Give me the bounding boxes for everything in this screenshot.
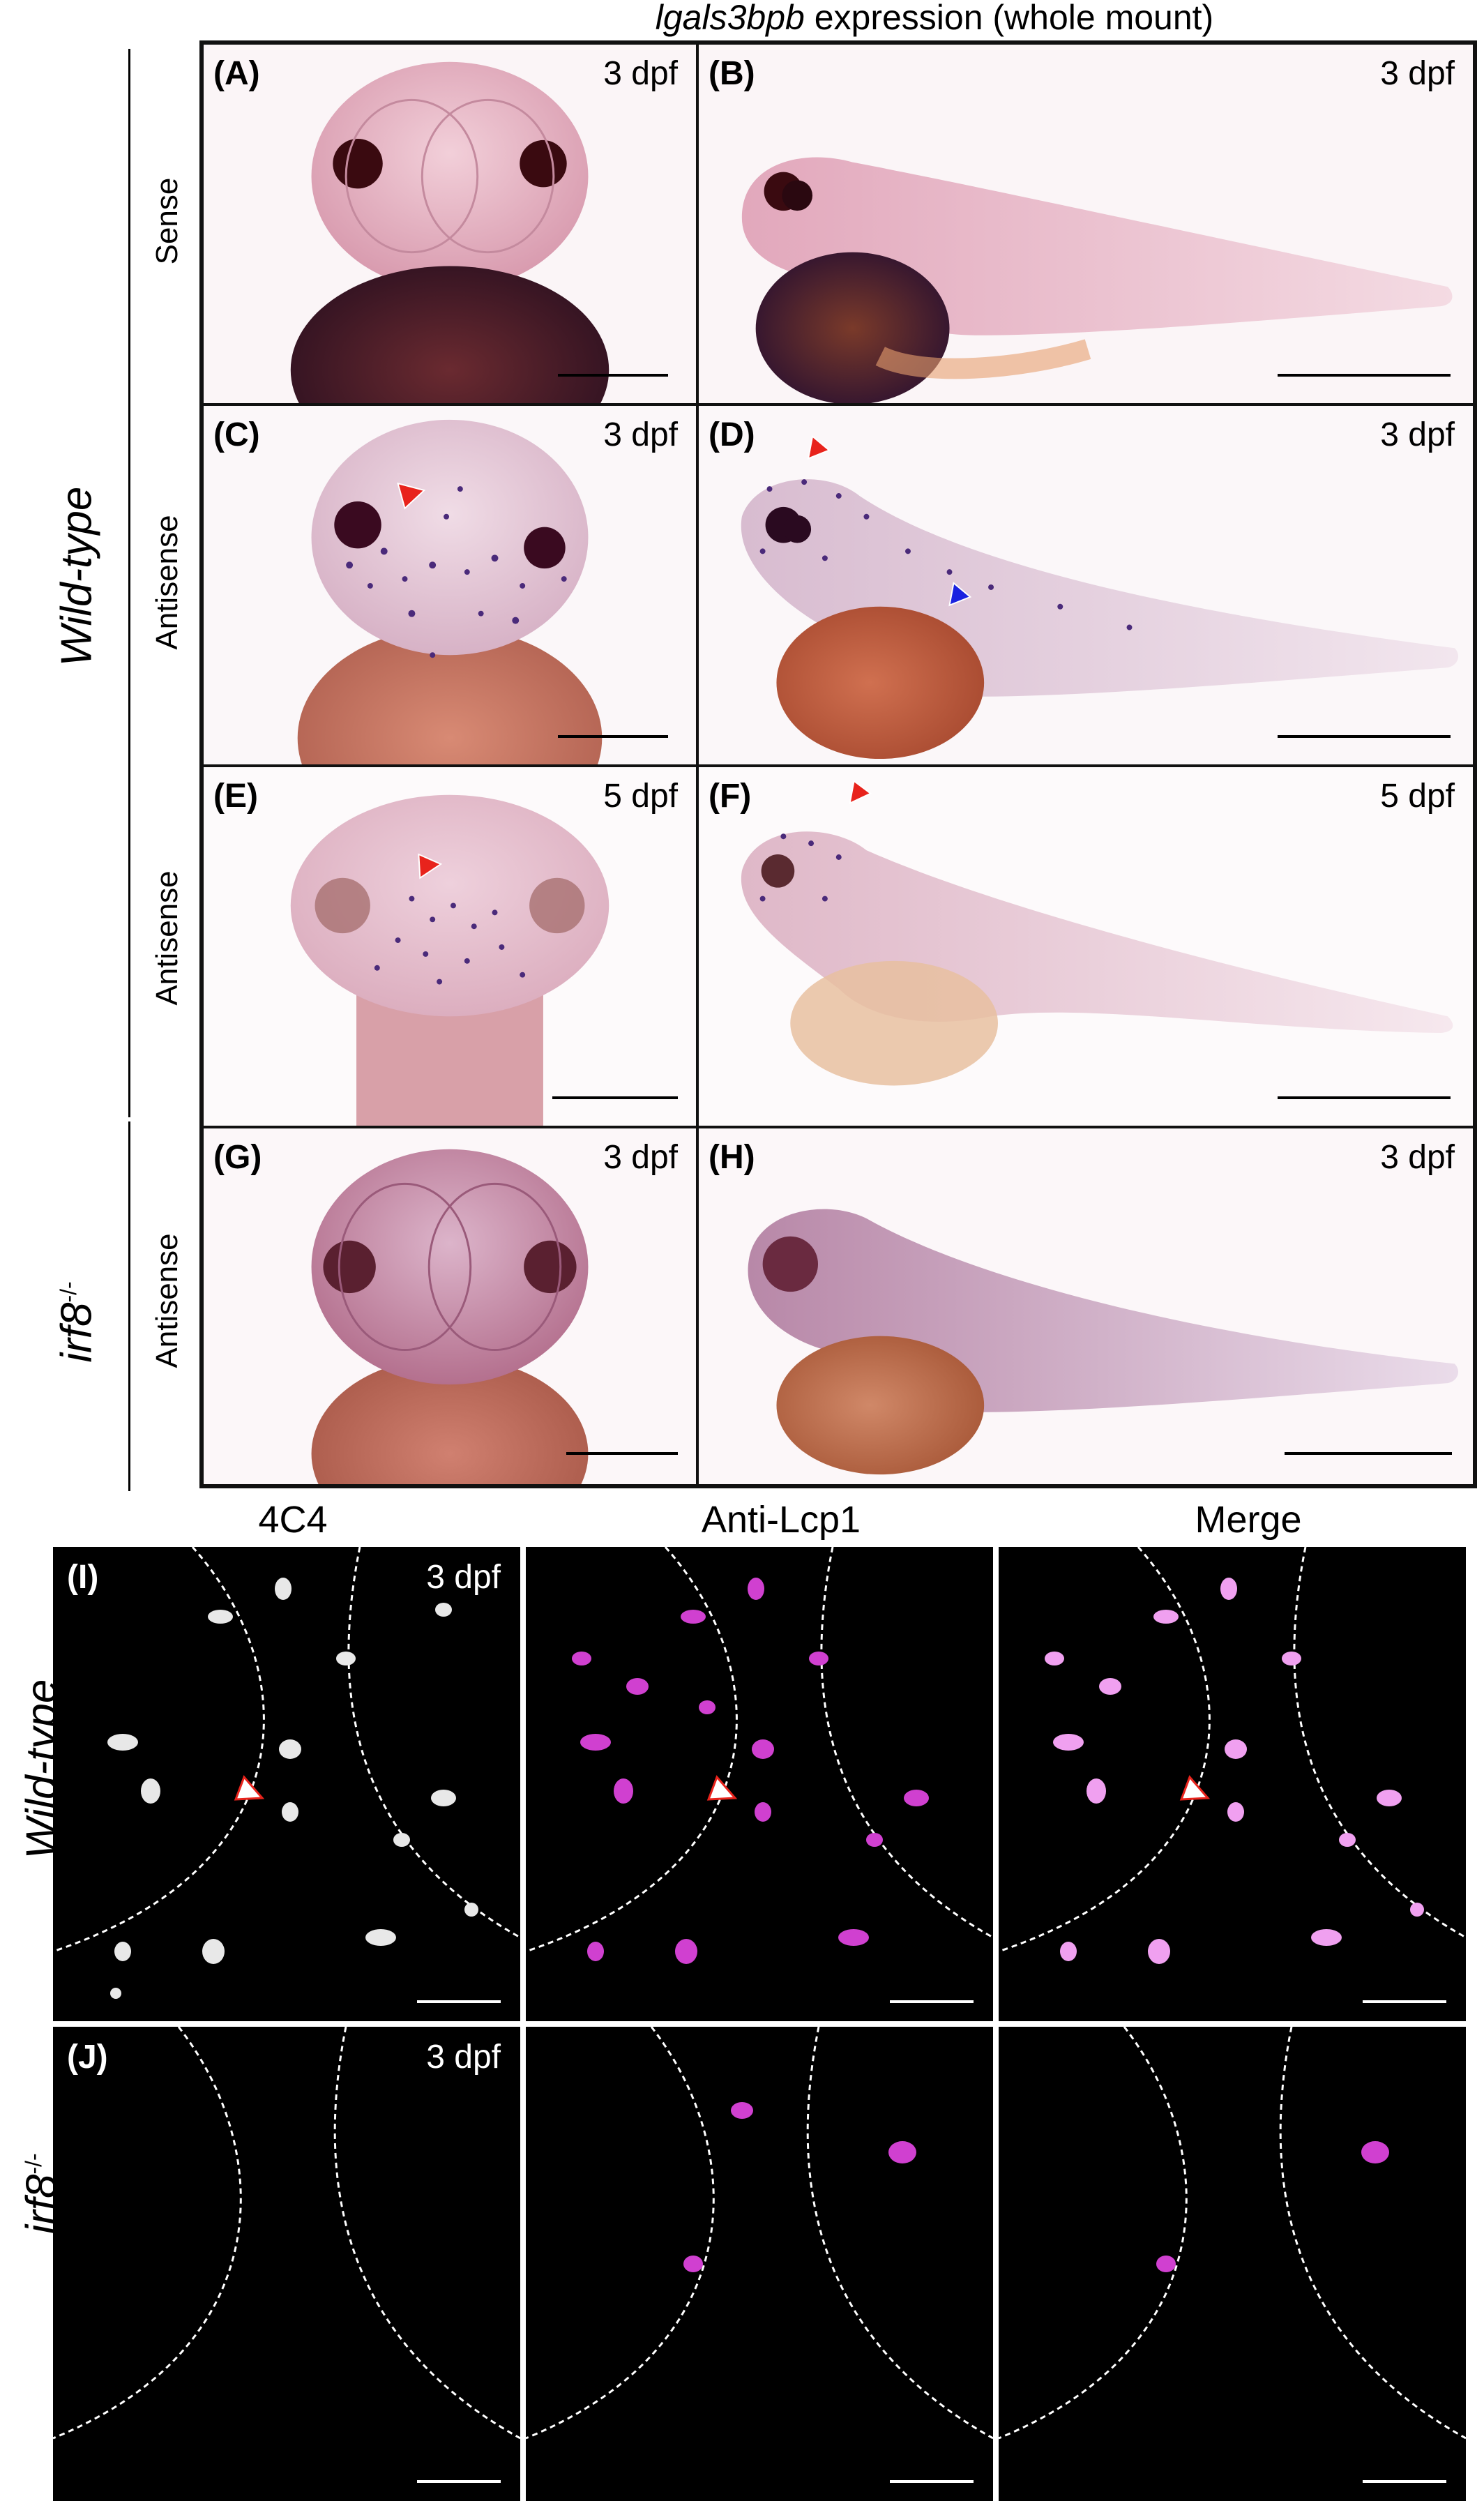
- stage-label-e: 5 dpf: [603, 778, 678, 815]
- embryo-image-e: [290, 794, 610, 1126]
- stage-label-c: 3 dpf: [603, 416, 678, 453]
- group-label-wildtype: Wild-type: [52, 486, 101, 667]
- panel-label-f: (F): [709, 778, 752, 815]
- fluor-irf8-superscript: -/-: [20, 2153, 46, 2175]
- whole-mount-grid: (A) 3 dpf (B) 3 dpf: [199, 40, 1477, 1488]
- stage-label-h: 3 dpf: [1380, 1139, 1455, 1176]
- panel-i-merge: [999, 1547, 1466, 2021]
- stage-label-a: 3 dpf: [603, 55, 678, 92]
- group-label-irf8: irf8-/-: [52, 1246, 102, 1399]
- panel-i-lcp1: [526, 1547, 993, 2021]
- panel-label-a: (A): [213, 55, 260, 92]
- panel-g: (G) 3 dpf: [202, 1127, 697, 1486]
- panel-label-d: (D): [709, 416, 755, 453]
- panel-c: (C) 3 dpf: [202, 405, 697, 766]
- scale-bar-b: [1278, 374, 1451, 377]
- embryo-image-b: [741, 157, 1453, 403]
- scale-bar-e: [552, 1096, 678, 1099]
- embryo-image-a: [290, 61, 610, 403]
- row-label-antisense-3: Antisense: [150, 1233, 184, 1368]
- irf8-text: irf8: [52, 1302, 101, 1363]
- panel-f: (F) 5 dpf: [697, 766, 1474, 1127]
- embryo-image-c: [297, 419, 603, 764]
- stage-label-i: 3 dpf: [426, 1559, 501, 1596]
- panel-label-i: (I): [67, 1559, 99, 1596]
- stage-label-f: 5 dpf: [1380, 778, 1455, 815]
- scale-bar-i-4c4: [417, 2000, 501, 2003]
- stage-label-b: 3 dpf: [1380, 55, 1455, 92]
- fluor-image-i-merge: [999, 1547, 1466, 1964]
- fluor-image-j-lcp1: [526, 2027, 993, 2440]
- scale-bar-i-lcp1: [890, 2000, 974, 2003]
- panel-label-e: (E): [213, 778, 258, 815]
- panel-a: (A) 3 dpf: [202, 43, 697, 405]
- scale-bar-j-lcp1: [890, 2480, 974, 2483]
- scale-bar-f: [1278, 1096, 1451, 1099]
- fluor-image-i-lcp1: [526, 1547, 993, 1964]
- column-header-anti-lcp1: Anti-Lcp1: [701, 1499, 861, 1541]
- embryo-image-g: [311, 1149, 589, 1484]
- stage-label-d: 3 dpf: [1380, 416, 1455, 453]
- panel-j-4c4: (J) 3 dpf: [53, 2027, 520, 2501]
- panel-d: (D) 3 dpf: [697, 405, 1474, 766]
- embryo-image-f: [741, 780, 1453, 1086]
- title-rest: expression (whole mount): [804, 0, 1214, 37]
- fluor-image-j-4c4: [53, 2027, 520, 2440]
- panel-h: (H) 3 dpf: [697, 1127, 1474, 1486]
- panel-label-h: (H): [709, 1139, 755, 1176]
- scale-bar-j-merge: [1363, 2480, 1446, 2483]
- panel-label-b: (B): [709, 55, 755, 92]
- scale-bar-g: [566, 1452, 678, 1455]
- scale-bar-j-4c4: [417, 2480, 501, 2483]
- panel-j-merge: [999, 2027, 1466, 2501]
- fluor-image-j-merge: [999, 2027, 1466, 2440]
- figure-title: lgals3bpb expression (whole mount): [516, 0, 1353, 38]
- panel-label-c: (C): [213, 416, 260, 453]
- embryo-image-h: [748, 1209, 1459, 1475]
- irf8-group-line: [128, 1121, 130, 1491]
- irf8-superscript: -/-: [55, 1281, 81, 1303]
- panel-j-lcp1: [526, 2027, 993, 2501]
- scale-bar-h: [1285, 1452, 1452, 1455]
- panel-i-4c4: (I) 3 dpf: [53, 1547, 520, 2021]
- panel-e: (E) 5 dpf: [202, 766, 697, 1127]
- wildtype-group-line: [128, 49, 130, 1117]
- embryo-image-d: [741, 435, 1459, 760]
- fluor-image-i-4c4: [53, 1547, 520, 1999]
- column-header-merge: Merge: [1195, 1499, 1302, 1541]
- panel-label-g: (G): [213, 1139, 262, 1176]
- row-label-antisense-2: Antisense: [150, 870, 184, 1006]
- scale-bar-c: [558, 735, 668, 738]
- stage-label-j: 3 dpf: [426, 2039, 501, 2076]
- row-label-antisense-1: Antisense: [150, 515, 184, 650]
- scale-bar-d: [1278, 735, 1451, 738]
- stage-label-g: 3 dpf: [603, 1139, 678, 1176]
- panel-b: (B) 3 dpf: [697, 43, 1474, 405]
- gene-name: lgals3bpb: [655, 0, 805, 37]
- scale-bar-i-merge: [1363, 2000, 1446, 2003]
- column-header-4c4: 4C4: [258, 1499, 328, 1541]
- scale-bar-a: [558, 374, 668, 377]
- panel-label-j: (J): [67, 2039, 108, 2076]
- row-label-sense: Sense: [150, 177, 184, 265]
